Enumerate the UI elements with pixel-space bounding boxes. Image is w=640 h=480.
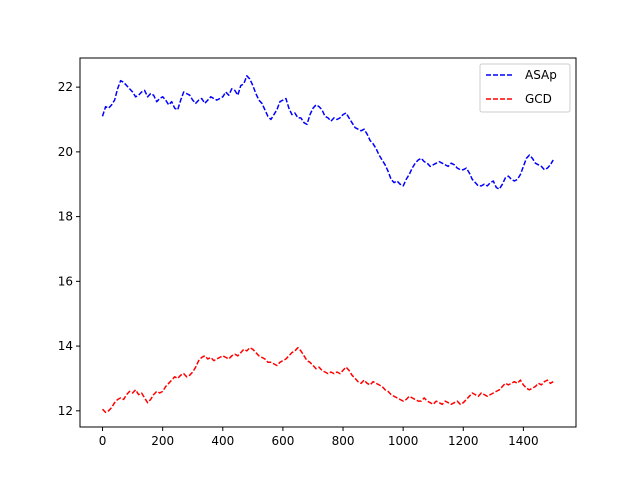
x-tick-label: 600 [271, 434, 294, 448]
y-axis: 12 14 16 18 20 22 [58, 80, 80, 418]
x-tick-label: 800 [332, 434, 355, 448]
x-tick-label: 1400 [508, 434, 539, 448]
plot-background [80, 58, 576, 427]
y-tick-label: 16 [58, 274, 73, 288]
plot-frame [79, 57, 577, 428]
x-tick-label: 0 [99, 434, 107, 448]
x-tick-label: 400 [211, 434, 234, 448]
x-axis: 0 200 400 600 800 1000 1200 1400 [99, 427, 539, 448]
series-layer [101, 75, 554, 414]
series-line-gcd [101, 346, 554, 414]
y-tick-label: 14 [58, 339, 73, 353]
legend-box [479, 63, 571, 113]
y-tick-label: 12 [58, 404, 73, 418]
legend-label-asap: ASAp [525, 68, 557, 82]
y-tick-label: 22 [58, 80, 73, 94]
legend: ASAp GCD [479, 63, 571, 113]
legend-label-gcd: GCD [525, 92, 552, 106]
x-tick-label: 1000 [388, 434, 419, 448]
x-tick-label: 200 [151, 434, 174, 448]
x-tick-label: 1200 [448, 434, 479, 448]
series-line-asap [101, 75, 554, 190]
y-tick-label: 20 [58, 145, 73, 159]
y-tick-label: 18 [58, 210, 73, 224]
